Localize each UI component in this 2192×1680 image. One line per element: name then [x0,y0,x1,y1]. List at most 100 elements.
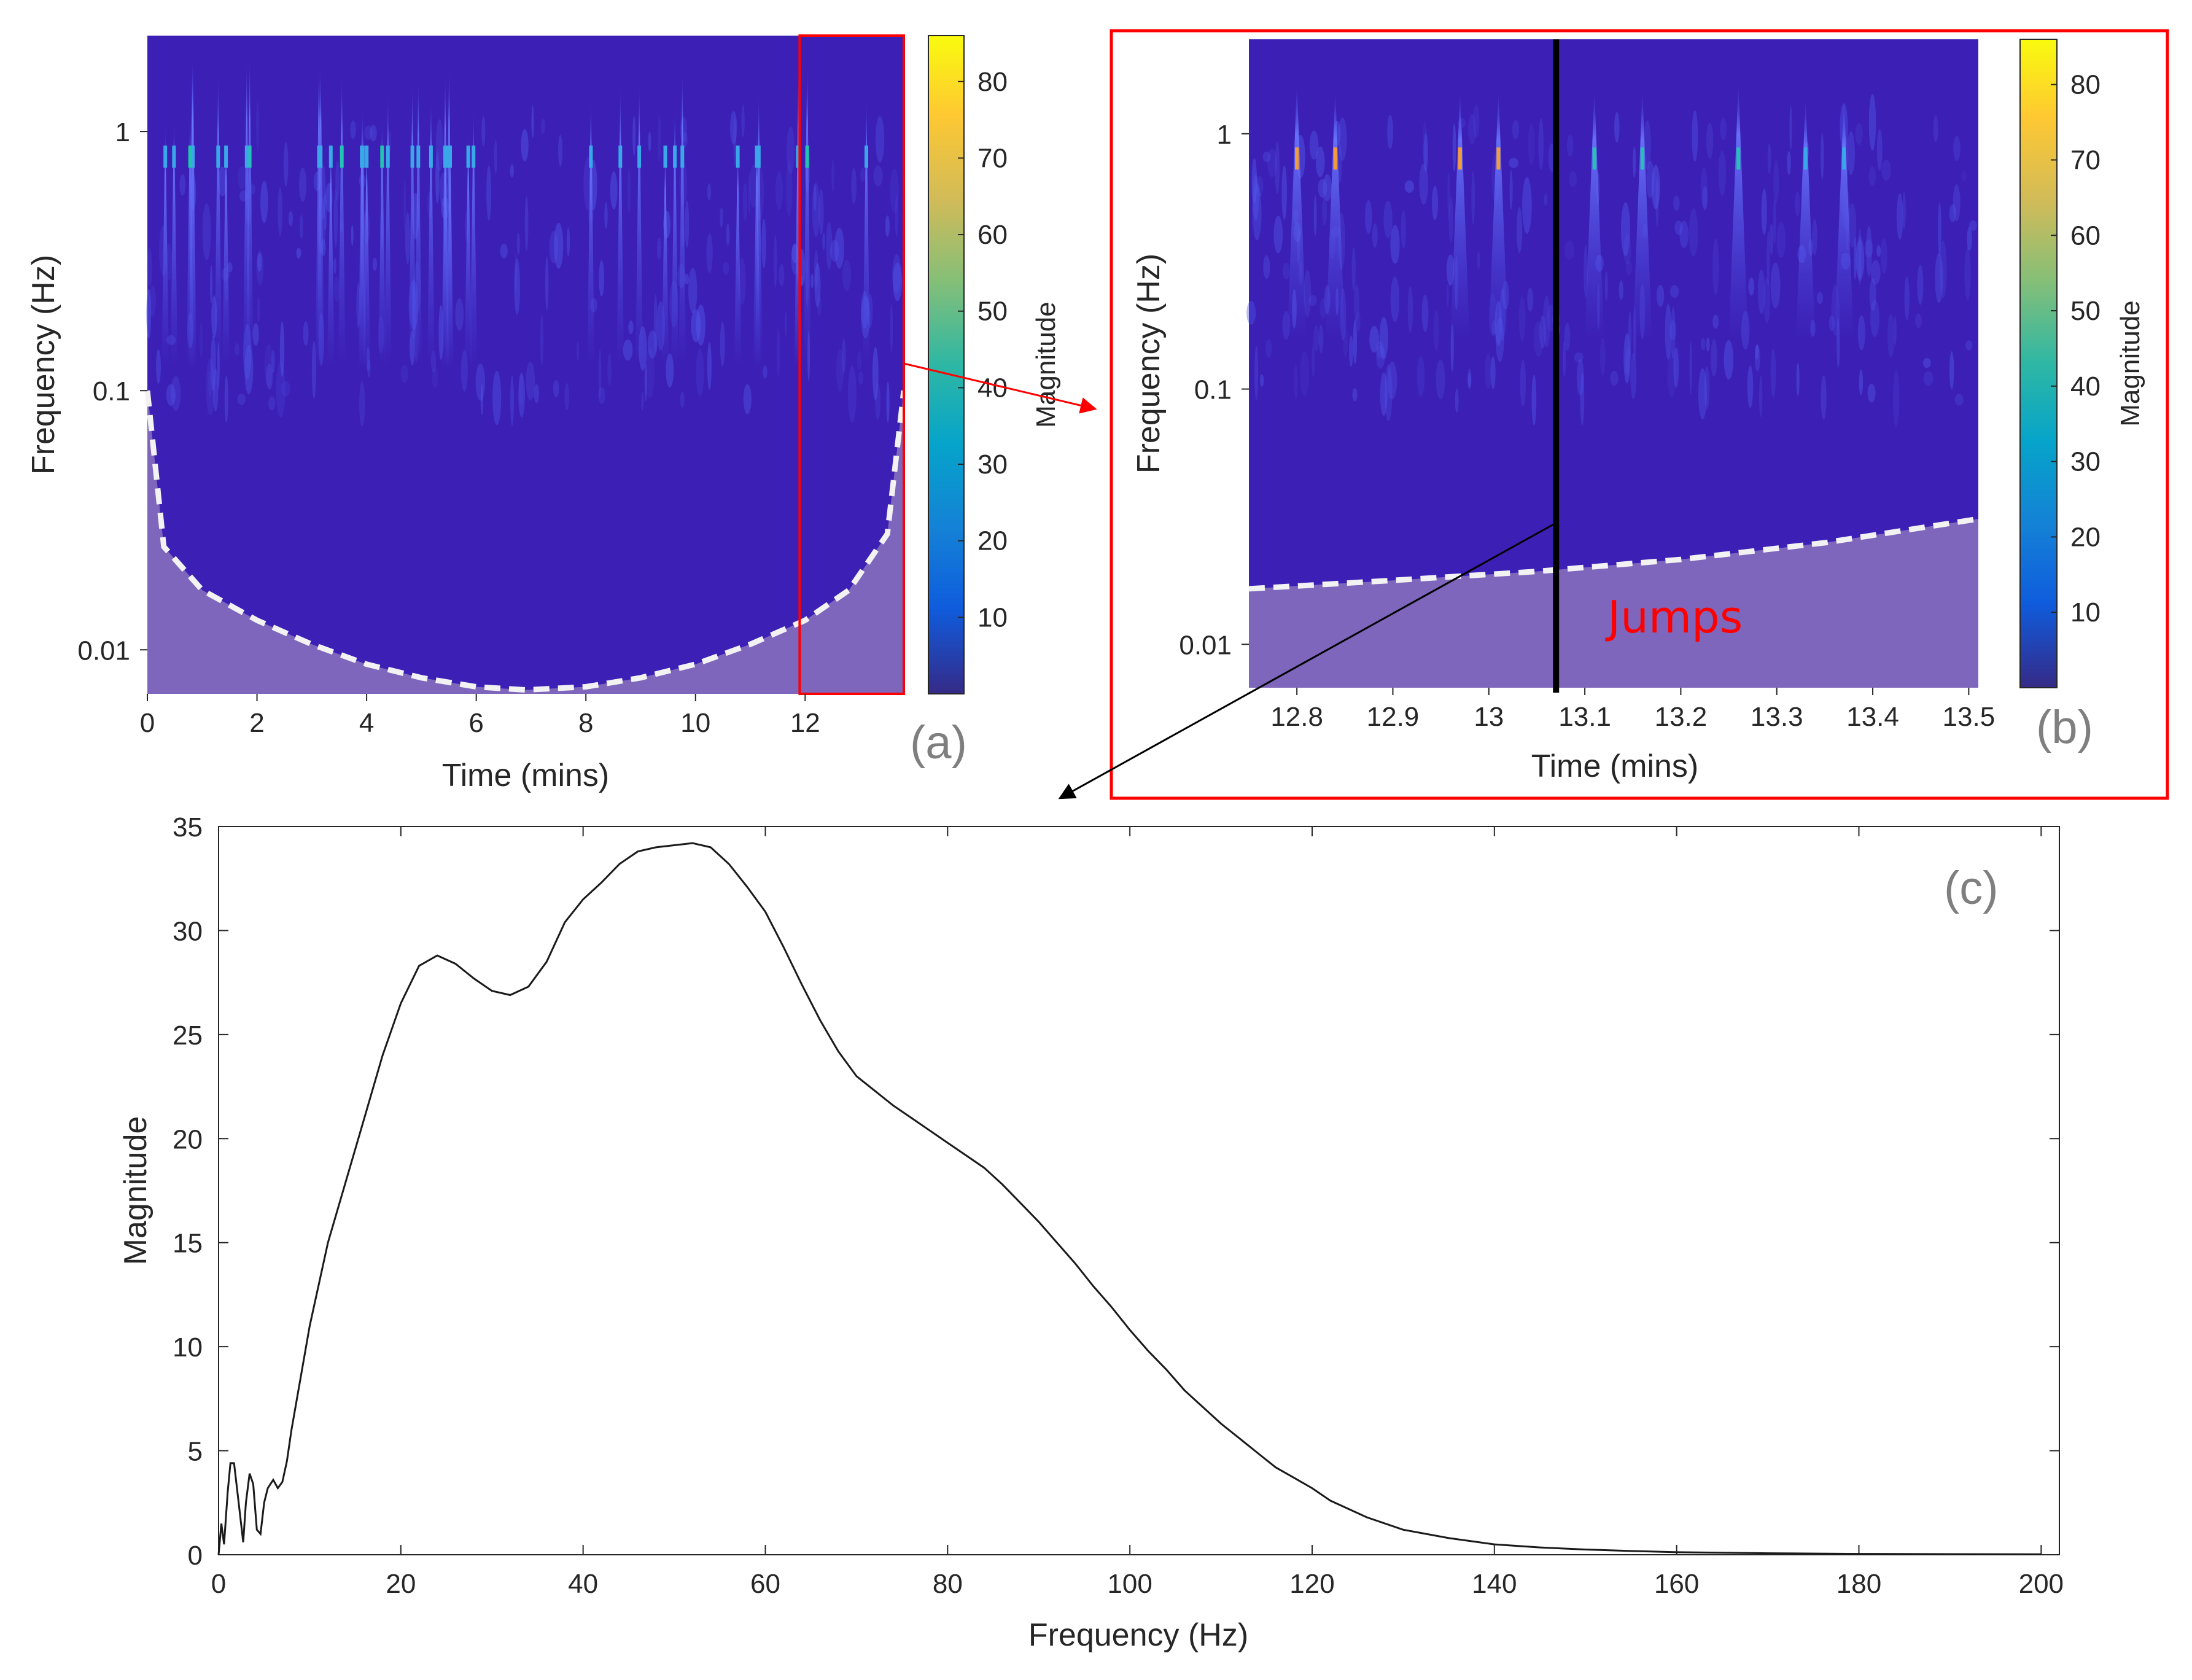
b-texture-blob [1313,325,1319,352]
a-texture-blob [691,309,701,343]
a-texture-blob [516,233,520,255]
b-texture-blob [1574,352,1584,363]
b-texture-blob [1520,359,1526,406]
b-texture-blob [1667,349,1676,399]
b-spike [1287,82,1307,344]
a-xtick-label: 6 [468,708,483,738]
b-texture-blob [1964,247,1971,301]
a-spike-core [216,146,220,168]
b-texture-blob [1351,247,1356,292]
a-spike [170,114,178,370]
a-spike-core [360,146,364,168]
b-texture-blob [1533,321,1544,357]
a-texture-blob [486,165,492,221]
a-spike-core [663,146,667,168]
b-texture-blob [1904,276,1910,321]
a-texture-blob [553,379,559,398]
b-texture-blob [1880,238,1887,274]
a-spike [414,75,422,370]
b-texture-blob [1867,383,1876,403]
b-texture-blob [1379,317,1388,360]
b-spike-core [1842,147,1846,170]
a-texture-blob [256,250,264,286]
b-texture-blob [1711,338,1717,377]
b-texture-blob [1352,388,1358,402]
a-texture-blob [763,365,768,379]
a-spike-core [340,146,344,168]
a-spike-core [244,146,249,168]
c-xtick-label: 200 [2019,1569,2064,1599]
a-texture-blob [733,117,737,166]
b-texture-blob [1383,200,1393,238]
b-texture-blob [1448,196,1453,243]
c-xtick-label: 100 [1107,1569,1152,1599]
a-texture-blob [775,171,783,211]
b-spike [1834,96,1854,344]
b-spike-core [1736,147,1741,170]
b-texture-blob [1300,351,1310,397]
a-texture-blob [518,373,525,418]
b-texture-blob [1365,200,1372,234]
a-texture-blob [720,322,725,367]
b-texture-blob [1625,348,1630,376]
a-texture-blob [696,348,704,397]
b-texture-blob [1337,143,1342,184]
b-texture-blob [1599,337,1606,376]
a-texture-blob [604,201,608,229]
a-texture-blob [598,348,602,399]
b-texture-blob [1748,278,1755,296]
a-spike-core [589,146,593,168]
b-texture-blob [1263,255,1270,279]
a-texture-blob [147,247,152,286]
b-texture-blob [1387,114,1393,149]
b-texture-blob [1700,166,1708,208]
panel-a-colorbar-ticks: 10 20 30 40 50 60 70 80 [958,67,1008,632]
b-ytick-label: 1 [1217,120,1232,150]
b-texture-blob [1939,240,1947,298]
b-texture-blob [1252,184,1262,241]
a-texture-blob [892,254,901,293]
b-cbar-tick-label: 20 [2070,522,2101,552]
a-texture-blob [886,381,890,423]
b-texture-blob [1923,357,1931,368]
b-texture-blob [1265,339,1272,358]
a-texture-blob [403,178,406,232]
a-texture-blob [688,268,698,314]
b-texture-blob [1390,276,1399,322]
a-spike [358,114,366,370]
b-texture-blob [1868,93,1876,151]
a-texture-blob [208,371,212,397]
a-texture-blob [333,189,338,247]
a-spike-core [448,146,452,168]
b-texture-blob [1419,163,1428,205]
a-texture-blob [707,342,712,390]
b-texture-blob [1477,251,1480,270]
a-spike [427,93,435,370]
a-texture-blob [748,173,751,215]
a-texture-blob [730,111,737,145]
b-texture-blob [1584,244,1588,298]
b-texture-blob [1671,306,1676,360]
a-cbar-tick-label: 30 [977,449,1008,480]
a-texture-blob [521,129,529,161]
b-texture-blob [1965,340,1973,351]
a-texture-blob [860,168,866,182]
a-texture-blob [372,257,378,271]
b-texture-blob [1356,311,1361,332]
b-texture-blob [1949,204,1956,222]
a-texture-blob [271,349,275,373]
b-cbar-tick-label: 30 [2070,447,2101,477]
a-spike [734,141,742,370]
a-texture-blob [598,387,605,404]
b-spike-core [1640,147,1644,170]
b-texture-blob [1876,245,1881,257]
b-texture-blob [1854,236,1857,280]
a-spike-core [163,146,168,168]
c-xtick-label: 180 [1836,1569,1881,1599]
b-texture-blob [1630,352,1637,400]
a-xtick-label: 10 [680,708,710,738]
b-cbar-tick-label: 80 [2070,70,2101,100]
a-ytick-label: 1 [115,117,130,147]
a-texture-blob [260,181,268,224]
a-spike [616,84,624,370]
